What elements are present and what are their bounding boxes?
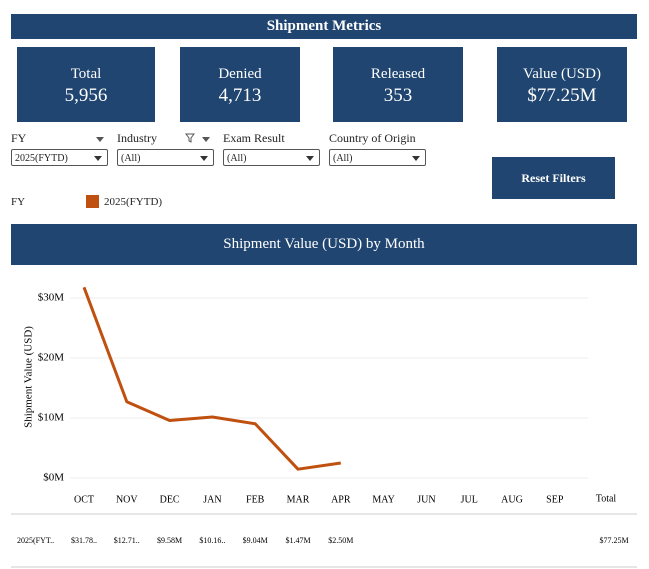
x-tick-label: OCT bbox=[74, 494, 94, 505]
x-tick-label: MAR bbox=[287, 494, 310, 505]
y-tick-label: $20M bbox=[38, 352, 65, 364]
legend-title: FY bbox=[11, 196, 26, 208]
value-label: $12.71.. bbox=[114, 536, 140, 545]
chart: Shipment Value (USD) Total 2025(FYT.. $7… bbox=[11, 286, 637, 568]
filter-select[interactable]: (All) bbox=[117, 149, 214, 166]
kpi-value: 353 bbox=[383, 85, 413, 106]
total-header: Total bbox=[596, 493, 617, 504]
filter-select[interactable]: (All) bbox=[223, 149, 320, 166]
kpi-value: 4,713 bbox=[218, 85, 262, 106]
filter-select[interactable]: (All) bbox=[329, 149, 426, 166]
kpi-label: Value (USD) bbox=[523, 66, 601, 82]
y-axis-label: Shipment Value (USD) bbox=[23, 326, 35, 428]
kpi-label: Released bbox=[370, 66, 426, 82]
line bbox=[82, 286, 342, 471]
row-label: 2025(FYT.. bbox=[17, 536, 54, 545]
kpi-card: Total 5,956 bbox=[17, 47, 155, 122]
filter-label: FY bbox=[11, 131, 27, 145]
kpi-value: $77.25M bbox=[527, 85, 597, 106]
kpi-value: 5,956 bbox=[64, 85, 108, 106]
filter-label: Exam Result bbox=[223, 131, 285, 145]
header-title: Shipment Metrics bbox=[11, 14, 637, 39]
legend-swatch bbox=[86, 195, 99, 208]
y-tick-label: $30M bbox=[38, 292, 65, 304]
kpi-card: Denied 4,713 bbox=[180, 47, 300, 122]
filter-caret[interactable] bbox=[202, 137, 210, 146]
reset-button[interactable]: Reset Filters bbox=[492, 157, 615, 199]
kpi-label: Denied bbox=[218, 66, 262, 82]
value-label: $31.78.. bbox=[71, 536, 97, 545]
filter-caret[interactable] bbox=[96, 137, 104, 146]
x-tick-label: FEB bbox=[246, 494, 265, 505]
filter-label: Industry bbox=[117, 131, 157, 145]
value-label: $9.04M bbox=[243, 536, 268, 545]
value-label: $9.58M bbox=[157, 536, 182, 545]
legend-label: 2025(FYTD) bbox=[104, 196, 163, 208]
kpi-card: Released 353 bbox=[333, 47, 463, 122]
chart-title: Shipment Value (USD) by Month bbox=[11, 224, 637, 265]
filter-select[interactable]: 2025(FYTD) bbox=[11, 149, 108, 166]
kpi-label: Total bbox=[70, 66, 102, 82]
x-tick-label: JUN bbox=[417, 494, 435, 505]
x-tick-label: APR bbox=[331, 494, 351, 505]
value-label: $10.16.. bbox=[199, 536, 225, 545]
kpi-card: Value (USD) $77.25M bbox=[497, 47, 627, 122]
filter-icon[interactable] bbox=[185, 133, 195, 143]
value-label: $2.50M bbox=[328, 536, 353, 545]
x-tick-label: MAY bbox=[372, 494, 394, 505]
x-tick-label: JUL bbox=[461, 494, 478, 505]
x-tick-label: SEP bbox=[546, 494, 564, 505]
y-tick-label: $10M bbox=[38, 412, 65, 424]
x-tick-label: DEC bbox=[160, 494, 180, 505]
y-tick-label: $0M bbox=[43, 472, 64, 484]
filter-label: Country of Origin bbox=[329, 131, 416, 145]
x-tick-label: JAN bbox=[203, 494, 221, 505]
value-label: $1.47M bbox=[285, 536, 310, 545]
x-tick-label: NOV bbox=[116, 494, 138, 505]
row-total: $77.25M bbox=[599, 536, 628, 545]
x-tick-label: AUG bbox=[501, 494, 523, 505]
